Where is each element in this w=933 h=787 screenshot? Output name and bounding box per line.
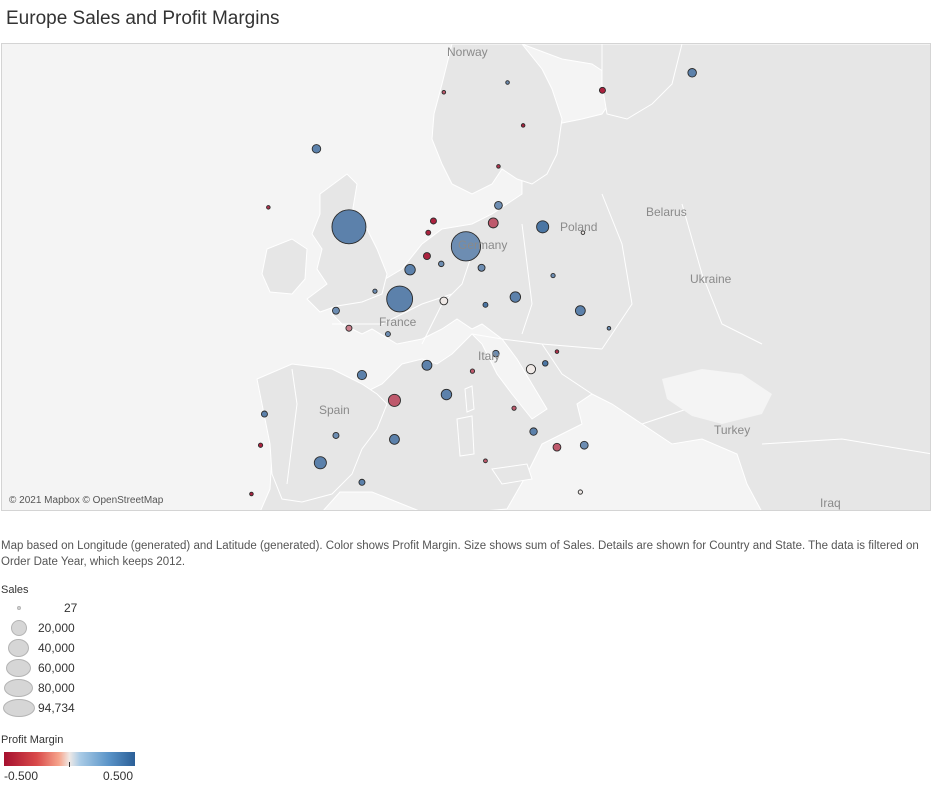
sales-legend-row: 27 [0,599,90,619]
sales-legend-row: 40,000 [0,639,90,659]
sales-marker-italy-tuscany[interactable] [511,405,517,411]
label-italy: Italy [478,349,501,363]
size-label: 40,000 [38,641,75,655]
margin-color-ramp [4,752,135,766]
sales-marker-france-idf[interactable] [386,285,414,313]
sales-marker-germany-lowersaxony[interactable] [487,217,499,229]
label-ukraine: Ukraine [690,272,732,286]
margin-max-label: 0.500 [103,769,134,783]
map-attribution[interactable]: © 2021 Mapbox © OpenStreetMap [9,495,164,506]
size-label: 27 [64,601,78,615]
size-label: 80,000 [38,681,75,695]
sales-marker-spain-madrid[interactable] [313,456,327,470]
land-sicily [491,463,533,485]
sales-marker-netherlands-2[interactable] [425,229,432,236]
sales-marker-france-auvergne[interactable] [421,359,433,371]
sales-marker-italy-piedmont[interactable] [469,368,476,374]
label-turkey: Turkey [714,423,751,437]
size-swatch [17,606,21,610]
sales-legend-row: 60,000 [0,659,90,679]
margin-zero-tick [69,762,70,767]
basemap [249,44,930,510]
sales-marker-germany-bavaria[interactable] [509,291,522,303]
margin-legend-title: Profit Margin [1,734,64,746]
label-poland: Poland [560,220,598,234]
land-corsica [464,385,475,413]
sales-legend-row: 20,000 [0,619,90,639]
sales-marker-italy-friuli[interactable] [542,360,549,367]
sales-marker-sweden-gothenburg[interactable] [520,123,526,128]
label-norway: Norway [447,45,488,59]
sales-marker-spain-galicia[interactable] [260,410,268,418]
sales-marker-spain-valencia[interactable] [358,478,366,486]
sales-marker-germany-hesse[interactable] [477,263,486,272]
sales-marker-finland[interactable] [687,68,697,78]
sales-marker-italy-puglia[interactable] [579,440,589,450]
sales-marker-poland-west[interactable] [580,230,586,235]
sales-marker-france-occitanie[interactable] [387,393,401,407]
sales-marker-germany-nrw[interactable] [450,231,482,262]
sales-marker-italy-lombardy[interactable] [492,349,500,358]
label-iraq: Iraq [820,496,841,510]
sales-marker-italy-calabria[interactable] [577,489,583,495]
land-scandinavia [431,44,563,195]
sales-marker-ireland[interactable] [266,205,271,210]
sales-marker-belgium-1[interactable] [423,252,431,261]
size-swatch [3,699,35,717]
sales-marker-czechia[interactable] [550,272,556,279]
sales-marker-france-normandy[interactable] [372,288,378,294]
sales-legend-title: Sales [1,584,29,596]
sales-marker-uk-england[interactable] [331,209,367,245]
sales-marker-denmark[interactable] [496,164,501,169]
sales-marker-italy-veneto[interactable] [525,364,537,375]
page-title: Europe Sales and Profit Margins [6,8,280,29]
sales-marker-italy-lazio[interactable] [529,427,538,436]
sales-marker-belgium-2[interactable] [438,260,445,268]
sales-marker-france-brittany[interactable] [332,306,340,315]
sales-marker-france-centre[interactable] [385,331,391,337]
sales-marker-uk-scotland[interactable] [311,144,322,154]
sales-marker-france-north[interactable] [404,264,416,276]
size-swatch [4,679,33,697]
sales-marker-france-pays-loire[interactable] [345,324,353,332]
sales-marker-netherlands-1[interactable] [429,217,437,225]
land-sardinia [456,415,475,457]
black-sea [662,369,772,424]
sales-marker-spain-catalonia[interactable] [389,433,400,445]
sales-marker-hungary[interactable] [606,325,612,331]
sales-marker-norway-west[interactable] [441,90,447,95]
sales-marker-portugal-north[interactable] [257,442,264,448]
sales-marker-spain-aragon[interactable] [332,431,340,439]
sales-legend-row: 80,000 [0,679,90,699]
land-ireland [261,238,308,295]
map-view[interactable]: Norway Belarus Poland Germany Ukraine Fr… [1,43,931,511]
label-spain: Spain [319,403,350,417]
sales-marker-france-aquitaine[interactable] [356,369,368,381]
sales-marker-italy-campania[interactable] [552,442,562,452]
sales-marker-slovenia[interactable] [554,349,560,354]
sales-marker-germany-berlin[interactable] [536,220,550,234]
size-label: 60,000 [38,661,75,675]
size-swatch [11,620,27,636]
size-label: 20,000 [38,621,75,635]
label-germany: Germany [458,238,508,252]
sales-marker-france-grand-est[interactable] [439,296,449,306]
sales-marker-germany-bw[interactable] [482,301,489,308]
margin-min-label: -0.500 [4,769,39,783]
size-swatch [6,659,31,677]
sales-marker-norway-oslo[interactable] [505,80,510,85]
label-france: France [379,315,417,329]
label-belarus: Belarus [646,205,687,219]
sales-marker-germany-hamburg[interactable] [494,201,503,210]
sales-marker-italy-sardinia[interactable] [483,458,488,464]
sales-legend-row: 94,734 [0,699,90,719]
map-caption: Map based on Longitude (generated) and L… [1,540,919,568]
sales-marker-sweden-stockholm[interactable] [598,86,606,94]
size-label: 94,734 [38,701,75,715]
sales-marker-austria-vienna[interactable] [574,305,586,317]
size-swatch [8,639,29,657]
sales-marker-portugal-lisbon[interactable] [249,491,254,497]
sales-marker-france-paca[interactable] [440,388,453,401]
